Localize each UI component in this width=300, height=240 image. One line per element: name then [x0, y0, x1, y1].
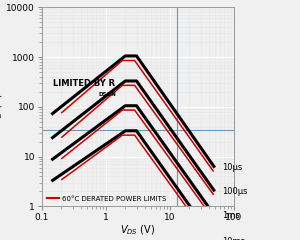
- Text: 10ms: 10ms: [222, 237, 245, 240]
- Text: 100μs: 100μs: [222, 187, 247, 196]
- Legend: 60°C DERATED POWER LIMITS: 60°C DERATED POWER LIMITS: [46, 194, 168, 203]
- Text: 1ms: 1ms: [222, 211, 239, 220]
- Text: LIMITED BY R: LIMITED BY R: [53, 78, 116, 88]
- X-axis label: $V_{DS}$ (V): $V_{DS}$ (V): [121, 224, 155, 237]
- Text: DSON: DSON: [99, 92, 116, 97]
- Text: 10μs: 10μs: [222, 163, 242, 172]
- Y-axis label: $I_D$ (A): $I_D$ (A): [0, 93, 5, 120]
